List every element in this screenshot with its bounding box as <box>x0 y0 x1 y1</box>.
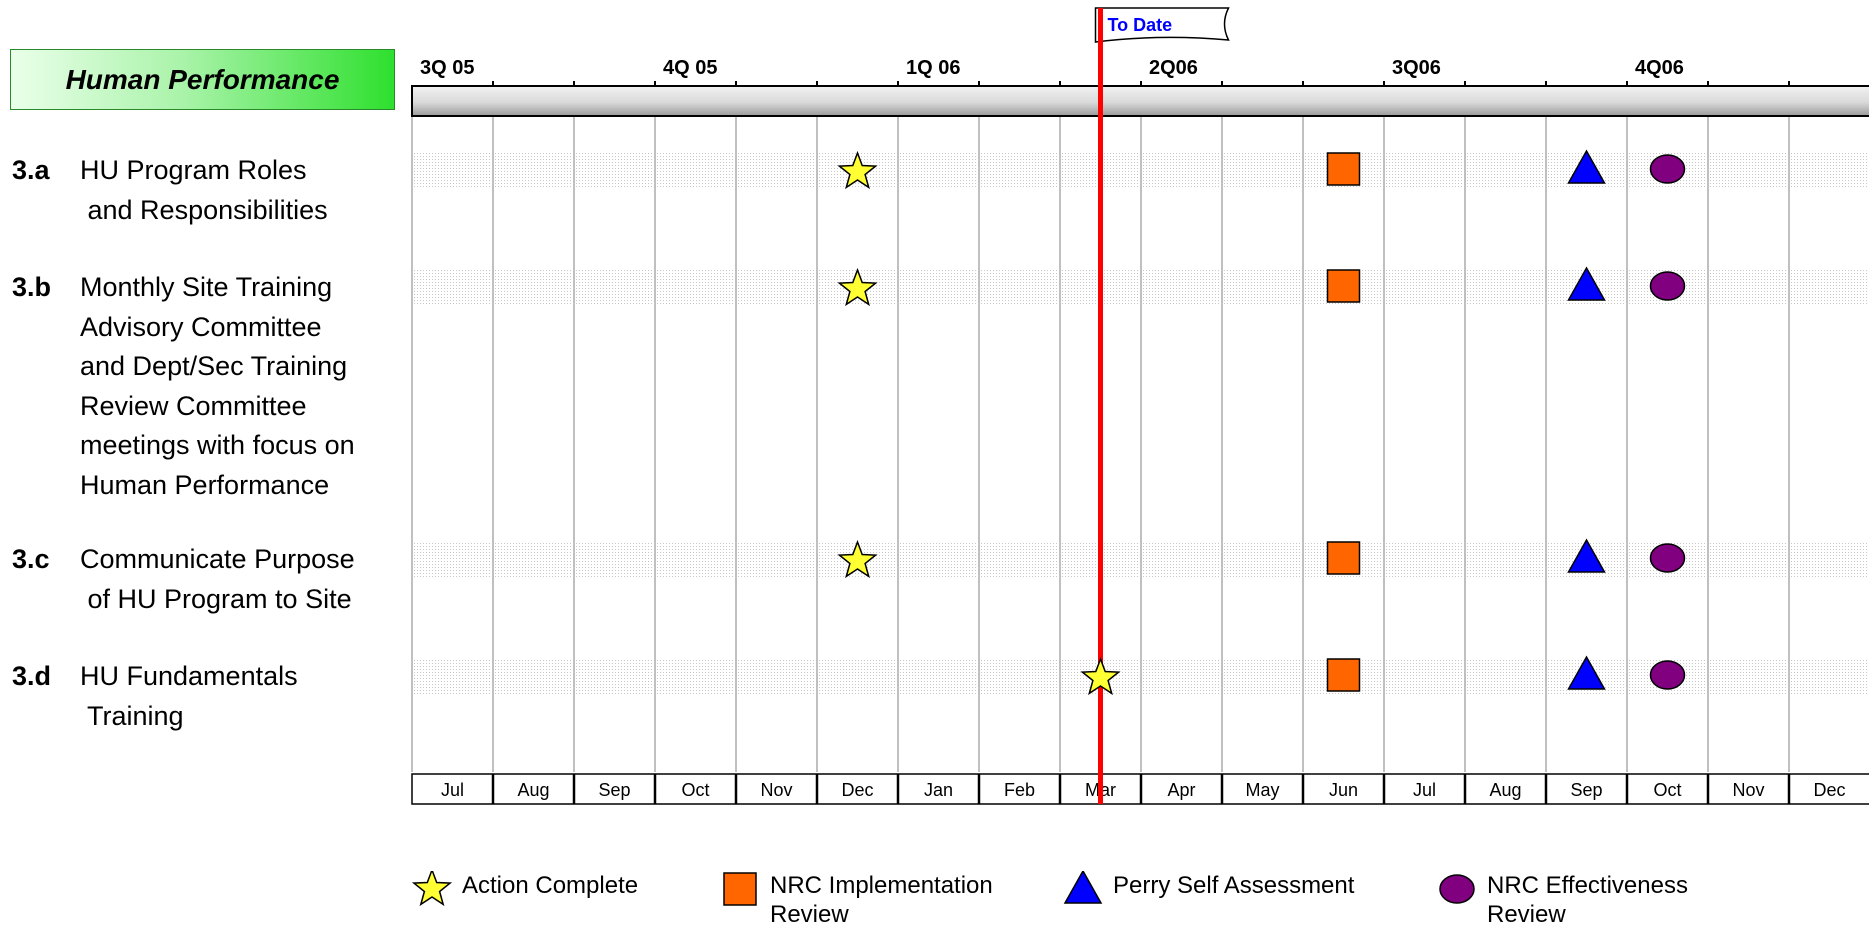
month-label: May <box>1245 780 1279 800</box>
legend-item-nrc-implementation: NRC Implementation Review <box>720 871 993 929</box>
milestone-nrc-implementation <box>1326 269 1361 303</box>
milestone-nrc-implementation <box>1326 541 1361 575</box>
legend-icon <box>723 872 757 906</box>
month-label: Dec <box>841 780 873 800</box>
section-title: Human Performance <box>10 49 395 110</box>
task-description: Communicate Purpose of HU Program to Sit… <box>80 544 355 614</box>
quarter-label: 3Q 05 <box>420 57 474 79</box>
milestone-perry-self-assessment <box>1567 655 1606 690</box>
milestone-nrc-implementation <box>1326 152 1361 186</box>
quarter-label: 1Q 06 <box>906 57 960 79</box>
legend-icon <box>412 871 452 907</box>
milestone-action-complete <box>1080 656 1121 696</box>
month-label: Oct <box>1653 780 1681 800</box>
month-label: Nov <box>1732 780 1764 800</box>
task-number: 3.d <box>12 661 52 691</box>
month-label: Sep <box>598 780 630 800</box>
month-label: Oct <box>681 780 709 800</box>
task-description: Monthly Site Training Advisory Committee a… <box>80 272 355 500</box>
task-description: HU Program Roles and Responsibilities <box>80 155 328 225</box>
legend-item-perry-self-assessment: Perry Self Assessment <box>1063 871 1354 907</box>
month-label: Apr <box>1167 780 1195 800</box>
quarter-label: 2Q06 <box>1149 57 1198 79</box>
to-date-flag <box>1094 7 1230 43</box>
month-label: Aug <box>1489 780 1521 800</box>
legend-label: Action Complete <box>462 872 639 899</box>
legend-label: Perry Self Assessment <box>1113 872 1355 899</box>
milestone-nrc-implementation <box>1326 658 1361 692</box>
legend-icon <box>1063 871 1103 904</box>
milestone-perry-self-assessment <box>1567 266 1606 301</box>
milestone-nrc-effectiveness <box>1649 543 1686 573</box>
star-icon <box>412 871 452 907</box>
legend-label: NRC Implementation Review <box>770 872 993 928</box>
quarter-label: 3Q06 <box>1392 57 1441 79</box>
milestone-perry-self-assessment <box>1567 149 1606 184</box>
quarter-label: 4Q06 <box>1635 57 1684 79</box>
milestone-action-complete <box>837 267 878 307</box>
milestone-perry-self-assessment <box>1567 538 1606 573</box>
month-label: Nov <box>760 780 792 800</box>
circle-icon <box>1439 874 1475 904</box>
triangle-icon <box>1063 871 1103 904</box>
legend-icon <box>1439 874 1475 904</box>
legend-label: NRC Effectiveness Review <box>1487 872 1688 928</box>
month-label: Jan <box>924 780 953 800</box>
month-label: Jun <box>1329 780 1358 800</box>
milestone-nrc-effectiveness <box>1649 154 1686 184</box>
square-icon <box>723 872 757 906</box>
legend-item-action-complete: Action Complete <box>412 871 638 907</box>
month-label: Dec <box>1813 780 1845 800</box>
milestone-nrc-effectiveness <box>1649 660 1686 690</box>
task-description: HU Fundamentals Training <box>80 661 298 731</box>
month-label: Jul <box>441 780 464 800</box>
milestone-action-complete <box>837 150 878 190</box>
to-date-label: To Date <box>1108 15 1173 35</box>
month-label: Aug <box>517 780 549 800</box>
section-title-text: Human Performance <box>65 63 340 95</box>
task-number: 3.b <box>12 272 52 302</box>
timeline-bar <box>411 85 1869 117</box>
legend-item-nrc-effectiveness: NRC Effectiveness Review <box>1437 871 1688 929</box>
task-number: 3.c <box>12 544 50 574</box>
month-label: Feb <box>1004 780 1035 800</box>
month-label: Jul <box>1413 780 1436 800</box>
milestone-action-complete <box>837 539 878 579</box>
task-number: 3.a <box>12 155 50 185</box>
quarter-label: 4Q 05 <box>663 57 717 79</box>
milestone-nrc-effectiveness <box>1649 271 1686 301</box>
month-label: Sep <box>1570 780 1602 800</box>
